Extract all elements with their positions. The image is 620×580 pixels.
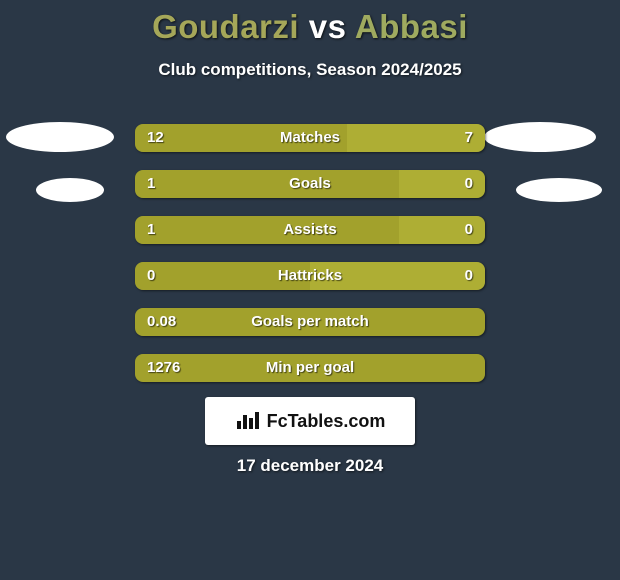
stat-row: 1276Min per goal	[135, 354, 485, 382]
decor-ellipse	[484, 122, 596, 152]
brand-text: FcTables.com	[267, 411, 386, 432]
stat-row: 10Goals	[135, 170, 485, 198]
decor-ellipse	[516, 178, 602, 202]
stats-chart: 127Matches 10Goals 10Assists 00Hattricks 0.0…	[135, 124, 485, 400]
stat-label: Goals per match	[135, 308, 485, 336]
page-title: Goudarzi vs Abbasi	[0, 0, 620, 46]
stat-label: Goals	[135, 170, 485, 198]
bars-icon	[235, 411, 261, 431]
brand-badge: FcTables.com	[205, 397, 415, 445]
stat-label: Assists	[135, 216, 485, 244]
title-vs: vs	[299, 8, 355, 45]
stat-row: 10Assists	[135, 216, 485, 244]
date-text: 17 december 2024	[0, 456, 620, 476]
decor-ellipse	[6, 122, 114, 152]
stat-row: 0.08Goals per match	[135, 308, 485, 336]
stat-label: Hattricks	[135, 262, 485, 290]
stat-row: 00Hattricks	[135, 262, 485, 290]
subtitle: Club competitions, Season 2024/2025	[0, 60, 620, 80]
title-player1: Goudarzi	[152, 8, 299, 45]
stat-label: Matches	[135, 124, 485, 152]
title-player2: Abbasi	[355, 8, 468, 45]
decor-ellipse	[36, 178, 104, 202]
stat-label: Min per goal	[135, 354, 485, 382]
stat-row: 127Matches	[135, 124, 485, 152]
